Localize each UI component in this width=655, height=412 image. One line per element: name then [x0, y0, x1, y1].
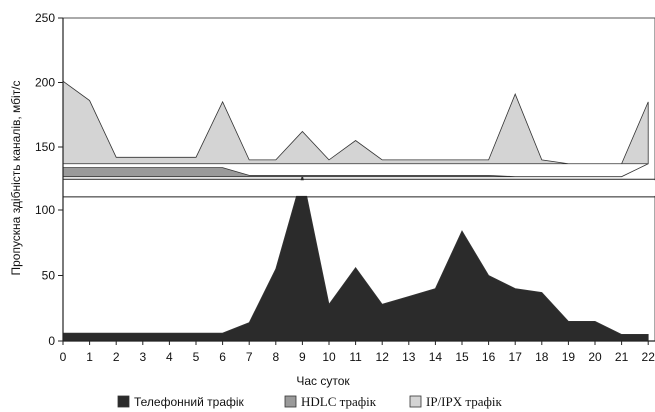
x-tick-label: 20 — [588, 350, 602, 364]
axis-break-gap — [64, 180, 655, 196]
x-tick-label: 21 — [615, 350, 629, 364]
x-tick-label: 18 — [535, 350, 549, 364]
x-tick-label: 3 — [139, 350, 146, 364]
series-area-0 — [62, 175, 649, 342]
legend-label-1: HDLC трафік — [301, 394, 377, 409]
x-tick-label: 5 — [193, 350, 200, 364]
x-tick-label: 16 — [482, 350, 496, 364]
x-tick-label: 6 — [219, 350, 226, 364]
x-tick-label: 13 — [402, 350, 416, 364]
x-tick-label: 8 — [272, 350, 279, 364]
x-tick-label: 11 — [349, 350, 362, 364]
legend-swatch-1 — [284, 395, 297, 408]
x-tick-label: 2 — [113, 350, 120, 364]
series-area-2 — [62, 80, 649, 165]
x-tick-label: 4 — [166, 350, 173, 364]
y-tick-label: 200 — [35, 76, 55, 90]
y-tick-label: 100 — [35, 203, 55, 217]
y-tick-label: 0 — [48, 334, 55, 348]
legend-swatch-2 — [409, 395, 422, 408]
x-tick-label: 10 — [322, 350, 336, 364]
x-tick-label: 14 — [429, 350, 443, 364]
y-tick-label: 150 — [35, 140, 55, 154]
x-tick-label: 15 — [455, 350, 469, 364]
x-tick-label: 19 — [562, 350, 576, 364]
x-tick-label: 9 — [299, 350, 306, 364]
x-tick-label: 1 — [86, 350, 93, 364]
legend-swatch-0 — [117, 395, 130, 408]
legend: Телефонний трафік HDLC трафік IP/IPX трафі… — [117, 394, 503, 409]
legend-label-2: IP/IPX трафік — [426, 394, 503, 409]
legend-label-0: Телефонний трафік — [134, 395, 245, 409]
x-axis-label: Час суток — [296, 374, 350, 388]
y-tick-label: 50 — [42, 269, 56, 283]
y-axis-label: Пропускна здібність каналів, мбіт/с — [9, 80, 23, 275]
x-tick-label: 22 — [642, 350, 655, 364]
x-tick-label: 17 — [509, 350, 523, 364]
x-tick-label: 12 — [376, 350, 390, 364]
x-tick-label: 0 — [60, 350, 67, 364]
x-tick-label: 7 — [246, 350, 253, 364]
y-tick-label: 250 — [35, 11, 55, 25]
series-area-1 — [62, 163, 649, 178]
